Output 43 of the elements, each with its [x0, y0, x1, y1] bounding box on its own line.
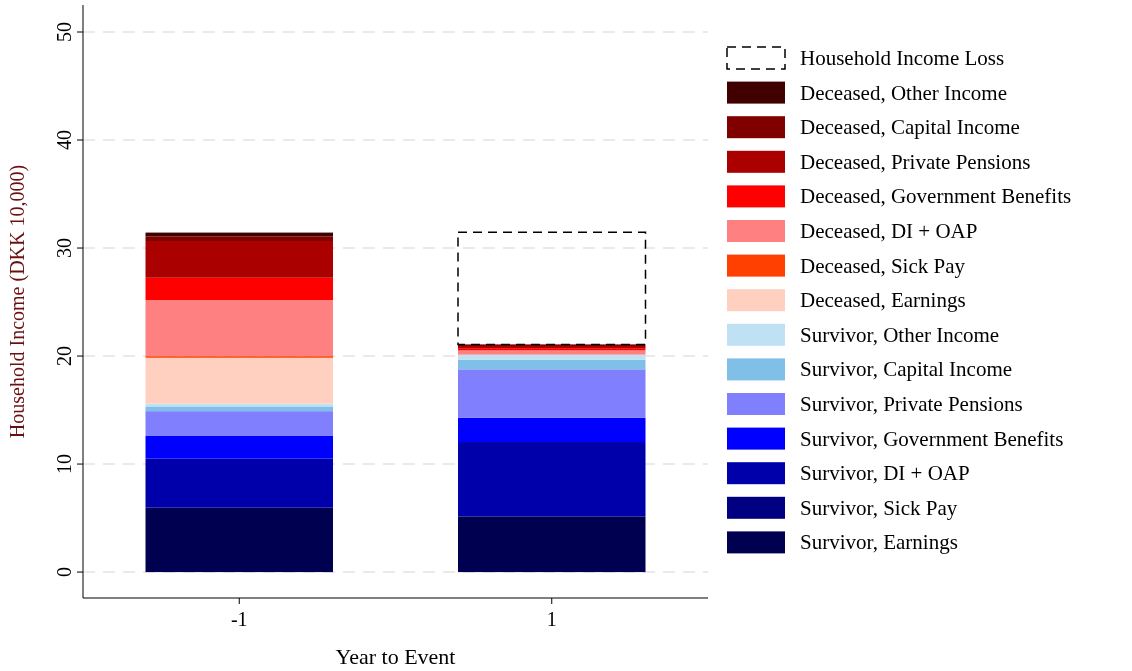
legend-label: Survivor, Capital Income	[800, 357, 1013, 382]
y-tick-label: 30	[53, 238, 75, 259]
bar	[145, 458, 333, 508]
bar	[458, 516, 646, 573]
bar	[145, 406, 333, 412]
bar	[458, 369, 646, 418]
x-tick-label: -1	[230, 608, 248, 630]
bar	[145, 241, 333, 278]
bar	[145, 435, 333, 459]
legend-label: Deceased, Capital Income	[800, 115, 1020, 140]
y-tick-label: 40	[53, 130, 75, 151]
x-tick-label: 1	[546, 608, 557, 630]
legend-label: Survivor, DI + OAP	[800, 461, 970, 486]
legend-label: Deceased, Earnings	[800, 288, 966, 313]
y-tick-label: 20	[53, 346, 75, 367]
legend-label: Deceased, Government Benefits	[800, 184, 1072, 209]
bar	[145, 299, 333, 357]
bar	[458, 359, 646, 370]
bar	[145, 357, 333, 404]
bar	[145, 507, 333, 573]
y-axis-title: Household Income (DKK 10,000)	[6, 164, 29, 439]
legend-label: Survivor, Government Benefits	[800, 426, 1064, 451]
legend-label: Survivor, Other Income	[800, 322, 1000, 347]
bar	[145, 236, 333, 242]
legend-label: Survivor, Private Pensions	[800, 392, 1023, 416]
bar	[457, 231, 647, 346]
legend-label: Survivor, Earnings	[800, 530, 958, 555]
y-tick-label: 10	[53, 454, 75, 475]
bar	[145, 411, 333, 436]
bar	[458, 417, 646, 443]
bar	[458, 354, 646, 360]
bar	[145, 277, 333, 300]
legend-label: Household Income Loss	[800, 46, 1005, 70]
bar	[458, 350, 646, 355]
y-tick-label: 0	[53, 567, 75, 578]
legend-label: Deceased, DI + OAP	[800, 219, 978, 243]
y-tick-label: 50	[53, 22, 75, 42]
legend-label: Deceased, Sick Pay	[800, 253, 966, 278]
legend-label: Survivor, Sick Pay	[800, 495, 958, 520]
legend-label: Deceased, Private Pensions	[800, 149, 1031, 174]
legend-label: Deceased, Other Income	[800, 80, 1007, 105]
bar	[458, 442, 646, 517]
x-axis-title: Year to Event	[335, 644, 456, 669]
